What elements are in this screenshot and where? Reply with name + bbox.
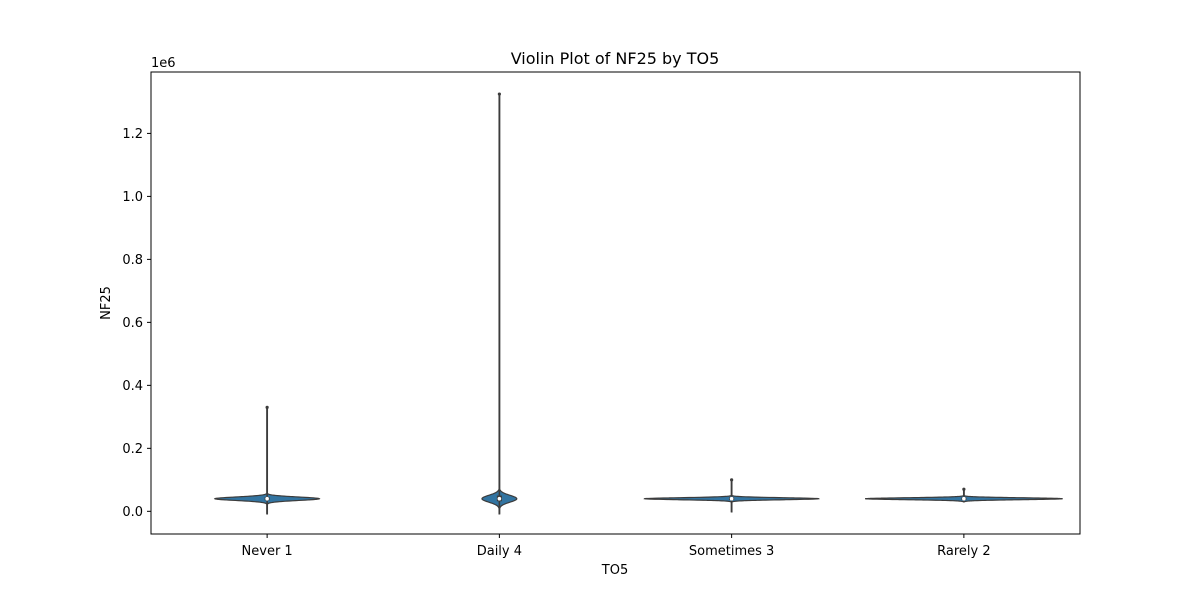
y-tick-label: 0.2 <box>122 442 143 457</box>
x-tick-label: Rarely 2 <box>937 544 990 559</box>
x-tick-label: Never 1 <box>242 544 293 559</box>
violin-max-cap <box>265 405 269 409</box>
y-tick-label: 1.2 <box>122 127 143 142</box>
plot-area: 0.0 0.2 0.4 0.6 0.8 1.0 1.2 Never 1 Daily 4 Somet… <box>122 92 1063 559</box>
y-tick-label: 0.8 <box>122 253 143 268</box>
violin-median-dot <box>265 496 269 501</box>
axes-frame <box>150 71 1081 535</box>
y-tick-label: 1.0 <box>122 190 143 205</box>
violin-median-dot <box>962 496 966 501</box>
x-tick-label: Daily 4 <box>477 544 522 559</box>
y-tick-label: 0.6 <box>122 316 143 331</box>
chart-title: Violin Plot of NF25 by TO5 <box>511 49 720 68</box>
y-tick-label: 0.0 <box>122 505 143 520</box>
y-axis-label: NF25 <box>99 286 114 320</box>
x-tick-label: Sometimes 3 <box>689 544 774 559</box>
violin-median-dot <box>497 496 502 501</box>
violin-median-dot <box>729 496 734 501</box>
violin-max-cap <box>497 92 501 96</box>
violin-max-cap <box>730 478 734 482</box>
y-offset-label: 1e6 <box>151 56 176 71</box>
violin-max-cap <box>962 487 966 491</box>
x-axis-label: TO5 <box>601 563 628 578</box>
y-tick-label: 0.4 <box>122 379 143 394</box>
